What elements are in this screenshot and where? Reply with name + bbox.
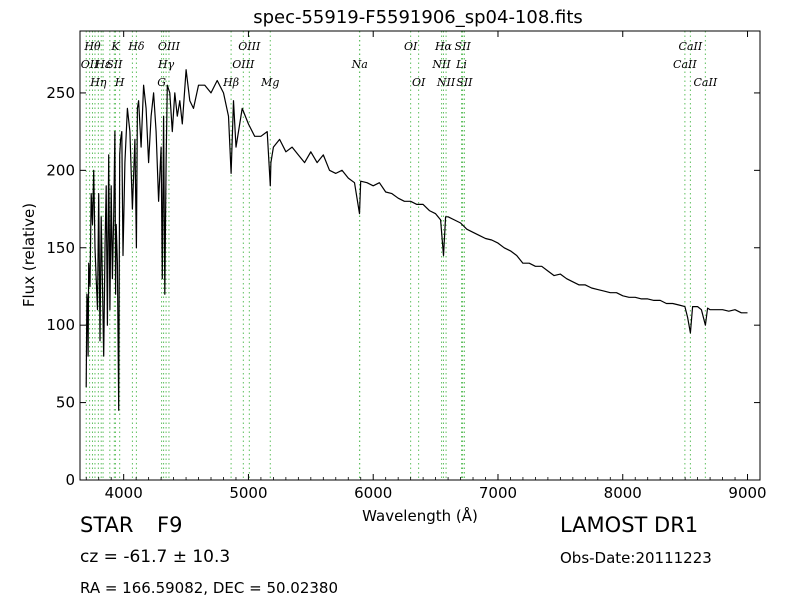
y-tick-label: 100 <box>46 316 75 334</box>
line-marker-label: CaII <box>673 58 697 71</box>
line-marker-label: Hα <box>434 40 453 53</box>
line-marker-label: K <box>110 40 120 53</box>
x-axis: 4000 5000 6000 7000 8000 9000 <box>85 31 767 502</box>
line-marker-label: OIII <box>232 58 255 71</box>
object-class: STAR <box>80 513 134 537</box>
coordinates-text: RA = 166.59082, DEC = 50.02380 <box>80 579 339 597</box>
x-tick-label: 4000 <box>105 484 143 502</box>
line-marker-label: H <box>114 76 125 89</box>
line-marker-label: OII <box>81 58 99 71</box>
line-marker-label: NII <box>436 76 456 89</box>
line-marker-label: Hγ <box>157 58 175 71</box>
plot-frame <box>79 30 761 481</box>
line-marker-label: OI <box>404 40 418 53</box>
x-tick-label: 6000 <box>354 484 392 502</box>
spectrum-series <box>85 69 748 411</box>
line-marker-label: Na <box>351 58 368 71</box>
line-marker-label: CaII <box>694 76 718 89</box>
line-marker-label: Hθ <box>83 40 101 53</box>
line-marker-label: Hδ <box>127 40 145 53</box>
redshift-text: cz = -61.7 ± 10.3 <box>80 547 231 567</box>
line-marker-label: SII <box>106 58 123 71</box>
spectral-line-markers: OII Hθ Hη Hε K H SII Hδ G Hγ OIII Hβ OIII OIII Mg Na OI O… <box>81 31 718 480</box>
line-marker-label: Mg <box>260 76 279 89</box>
line-marker-label: Li <box>455 58 467 71</box>
line-marker-label: Hε <box>94 58 111 71</box>
survey-label: LAMOST DR1 <box>560 513 699 537</box>
spectrum-line <box>85 69 748 411</box>
y-axis: 0 50 100 150 200 250 <box>46 84 760 489</box>
y-tick-label: 0 <box>65 471 75 489</box>
x-tick-label: 7000 <box>479 484 517 502</box>
x-tick-label: 5000 <box>229 484 267 502</box>
line-marker-label: OIII <box>158 40 181 53</box>
y-axis-label: Flux (relative) <box>20 203 38 307</box>
y-tick-label: 50 <box>56 394 75 412</box>
line-marker-label: G <box>157 76 166 89</box>
line-marker-label: OI <box>412 76 426 89</box>
y-tick-label: 200 <box>46 161 75 179</box>
line-marker-label: Hη <box>89 76 107 89</box>
line-marker-label: SII <box>455 40 472 53</box>
x-axis-label: Wavelength (Å) <box>362 506 478 525</box>
line-marker-label: NII <box>431 58 451 71</box>
y-tick-label: 150 <box>46 239 75 257</box>
x-tick-label: 8000 <box>604 484 642 502</box>
x-tick-label: 9000 <box>728 484 766 502</box>
line-marker-label: Hβ <box>222 76 239 89</box>
line-marker-label: SII <box>456 76 473 89</box>
line-marker-label: CaII <box>679 40 703 53</box>
y-tick-label: 250 <box>46 84 75 102</box>
chart-title: spec-55919-F5591906_sp04-108.fits <box>253 7 583 28</box>
line-marker-label: OIII <box>238 40 261 53</box>
object-subclass: F9 <box>157 513 183 537</box>
obs-date: Obs-Date:20111223 <box>560 549 712 567</box>
